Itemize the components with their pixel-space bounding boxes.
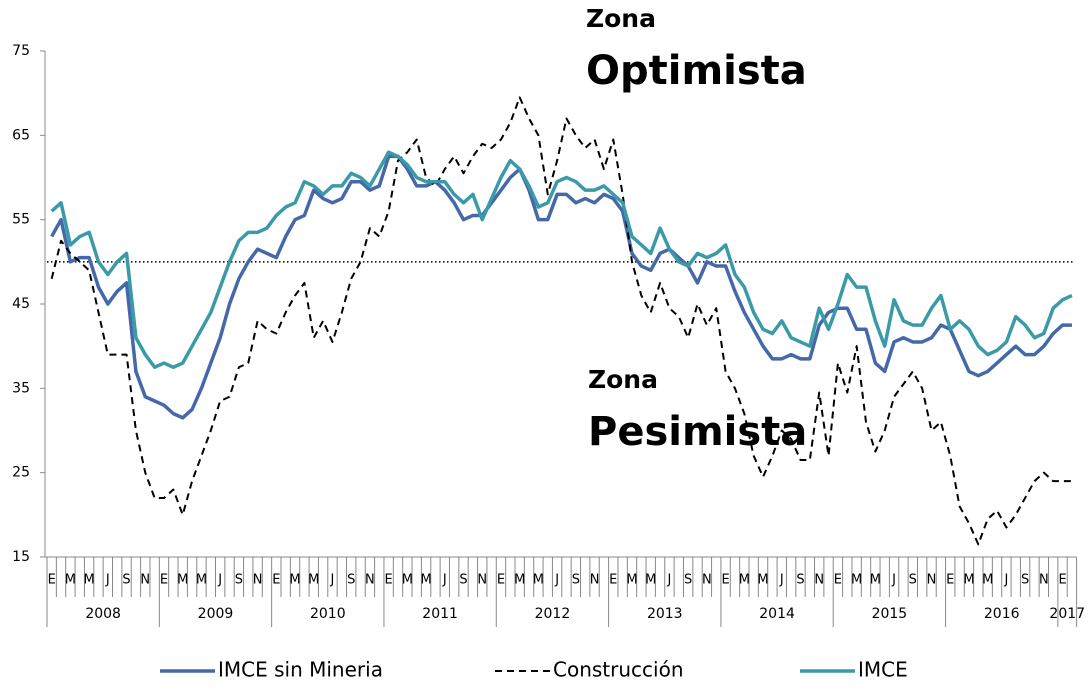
- x-tick-label: N: [814, 573, 824, 588]
- year-label: 2008: [85, 606, 121, 622]
- x-tick-label: M: [514, 573, 525, 588]
- x-tick-label: S: [572, 573, 580, 588]
- x-tick-label: M: [982, 573, 993, 588]
- legend-label: IMCE sin Mineria: [218, 658, 383, 682]
- year-label: 2010: [310, 606, 346, 622]
- x-tick-label: J: [330, 573, 335, 588]
- x-tick-label: N: [590, 573, 600, 588]
- x-tick-label: J: [891, 573, 896, 588]
- y-tick-label: 35: [12, 380, 30, 396]
- x-tick-label: E: [385, 573, 393, 588]
- x-tick-label: E: [946, 573, 954, 588]
- x-tick-label: M: [757, 573, 768, 588]
- x-tick-label: E: [721, 573, 729, 588]
- x-tick-label: J: [779, 573, 784, 588]
- series-line: [50, 154, 1072, 420]
- year-label: 2012: [535, 606, 571, 622]
- x-tick-label: M: [65, 573, 76, 588]
- x-tick-label: E: [160, 573, 168, 588]
- x-tick-label: N: [927, 573, 937, 588]
- x-tick-label: S: [909, 573, 917, 588]
- y-tick-label: 75: [12, 43, 30, 59]
- x-tick-label: S: [684, 573, 692, 588]
- x-tick-label: M: [402, 573, 413, 588]
- x-tick-label: M: [645, 573, 656, 588]
- x-tick-label: S: [235, 573, 243, 588]
- x-tick-label: M: [851, 573, 862, 588]
- year-label: 2011: [422, 606, 458, 622]
- x-tick-label: S: [459, 573, 467, 588]
- x-tick-label: J: [1003, 573, 1008, 588]
- x-tick-label: N: [140, 573, 150, 588]
- x-tick-label: J: [442, 573, 447, 588]
- x-tick-label: M: [870, 573, 881, 588]
- x-tick-label: E: [497, 573, 505, 588]
- legend-label: IMCE: [858, 658, 908, 682]
- x-tick-label: J: [105, 573, 110, 588]
- y-tick-label: 65: [12, 127, 30, 143]
- x-tick-label: E: [1058, 573, 1066, 588]
- x-tick-label: N: [702, 573, 712, 588]
- x-tick-label: E: [834, 573, 842, 588]
- x-tick-label: E: [272, 573, 280, 588]
- year-label: 2009: [198, 606, 234, 622]
- x-tick-label: M: [739, 573, 750, 588]
- annotation: Pesimista: [588, 409, 807, 455]
- y-tick-label: 25: [12, 465, 30, 481]
- y-tick-label: 55: [12, 212, 30, 228]
- y-tick-label: 15: [12, 549, 30, 565]
- x-tick-label: N: [1039, 573, 1049, 588]
- x-tick-label: M: [196, 573, 207, 588]
- x-tick-label: M: [626, 573, 637, 588]
- year-label: 2016: [984, 606, 1020, 622]
- x-tick-label: S: [1021, 573, 1029, 588]
- x-tick-label: E: [48, 573, 56, 588]
- x-tick-label: J: [217, 573, 222, 588]
- x-tick-label: M: [177, 573, 188, 588]
- series-line: [50, 96, 1072, 546]
- annotation: Zona: [588, 365, 658, 394]
- x-tick-label: N: [477, 573, 487, 588]
- x-tick-label: M: [963, 573, 974, 588]
- x-tick-label: M: [308, 573, 319, 588]
- year-label: 2014: [759, 606, 795, 622]
- x-tick-label: J: [554, 573, 559, 588]
- x-tick-label: E: [609, 573, 617, 588]
- legend-label: Construcción: [553, 658, 684, 682]
- year-label: 2013: [647, 606, 683, 622]
- x-tick-label: M: [420, 573, 431, 588]
- x-tick-label: N: [365, 573, 375, 588]
- x-tick-label: J: [667, 573, 672, 588]
- x-tick-label: S: [347, 573, 355, 588]
- annotation: Optimista: [586, 48, 807, 94]
- annotation: Zona: [586, 4, 656, 33]
- year-label: 2015: [872, 606, 908, 622]
- year-label: 2017: [1049, 606, 1085, 622]
- x-tick-label: S: [796, 573, 804, 588]
- y-tick-label: 45: [12, 296, 30, 312]
- x-tick-label: N: [253, 573, 263, 588]
- series-line: [50, 150, 1073, 369]
- x-tick-label: M: [289, 573, 300, 588]
- x-tick-label: M: [533, 573, 544, 588]
- x-tick-label: S: [122, 573, 130, 588]
- x-tick-label: M: [84, 573, 95, 588]
